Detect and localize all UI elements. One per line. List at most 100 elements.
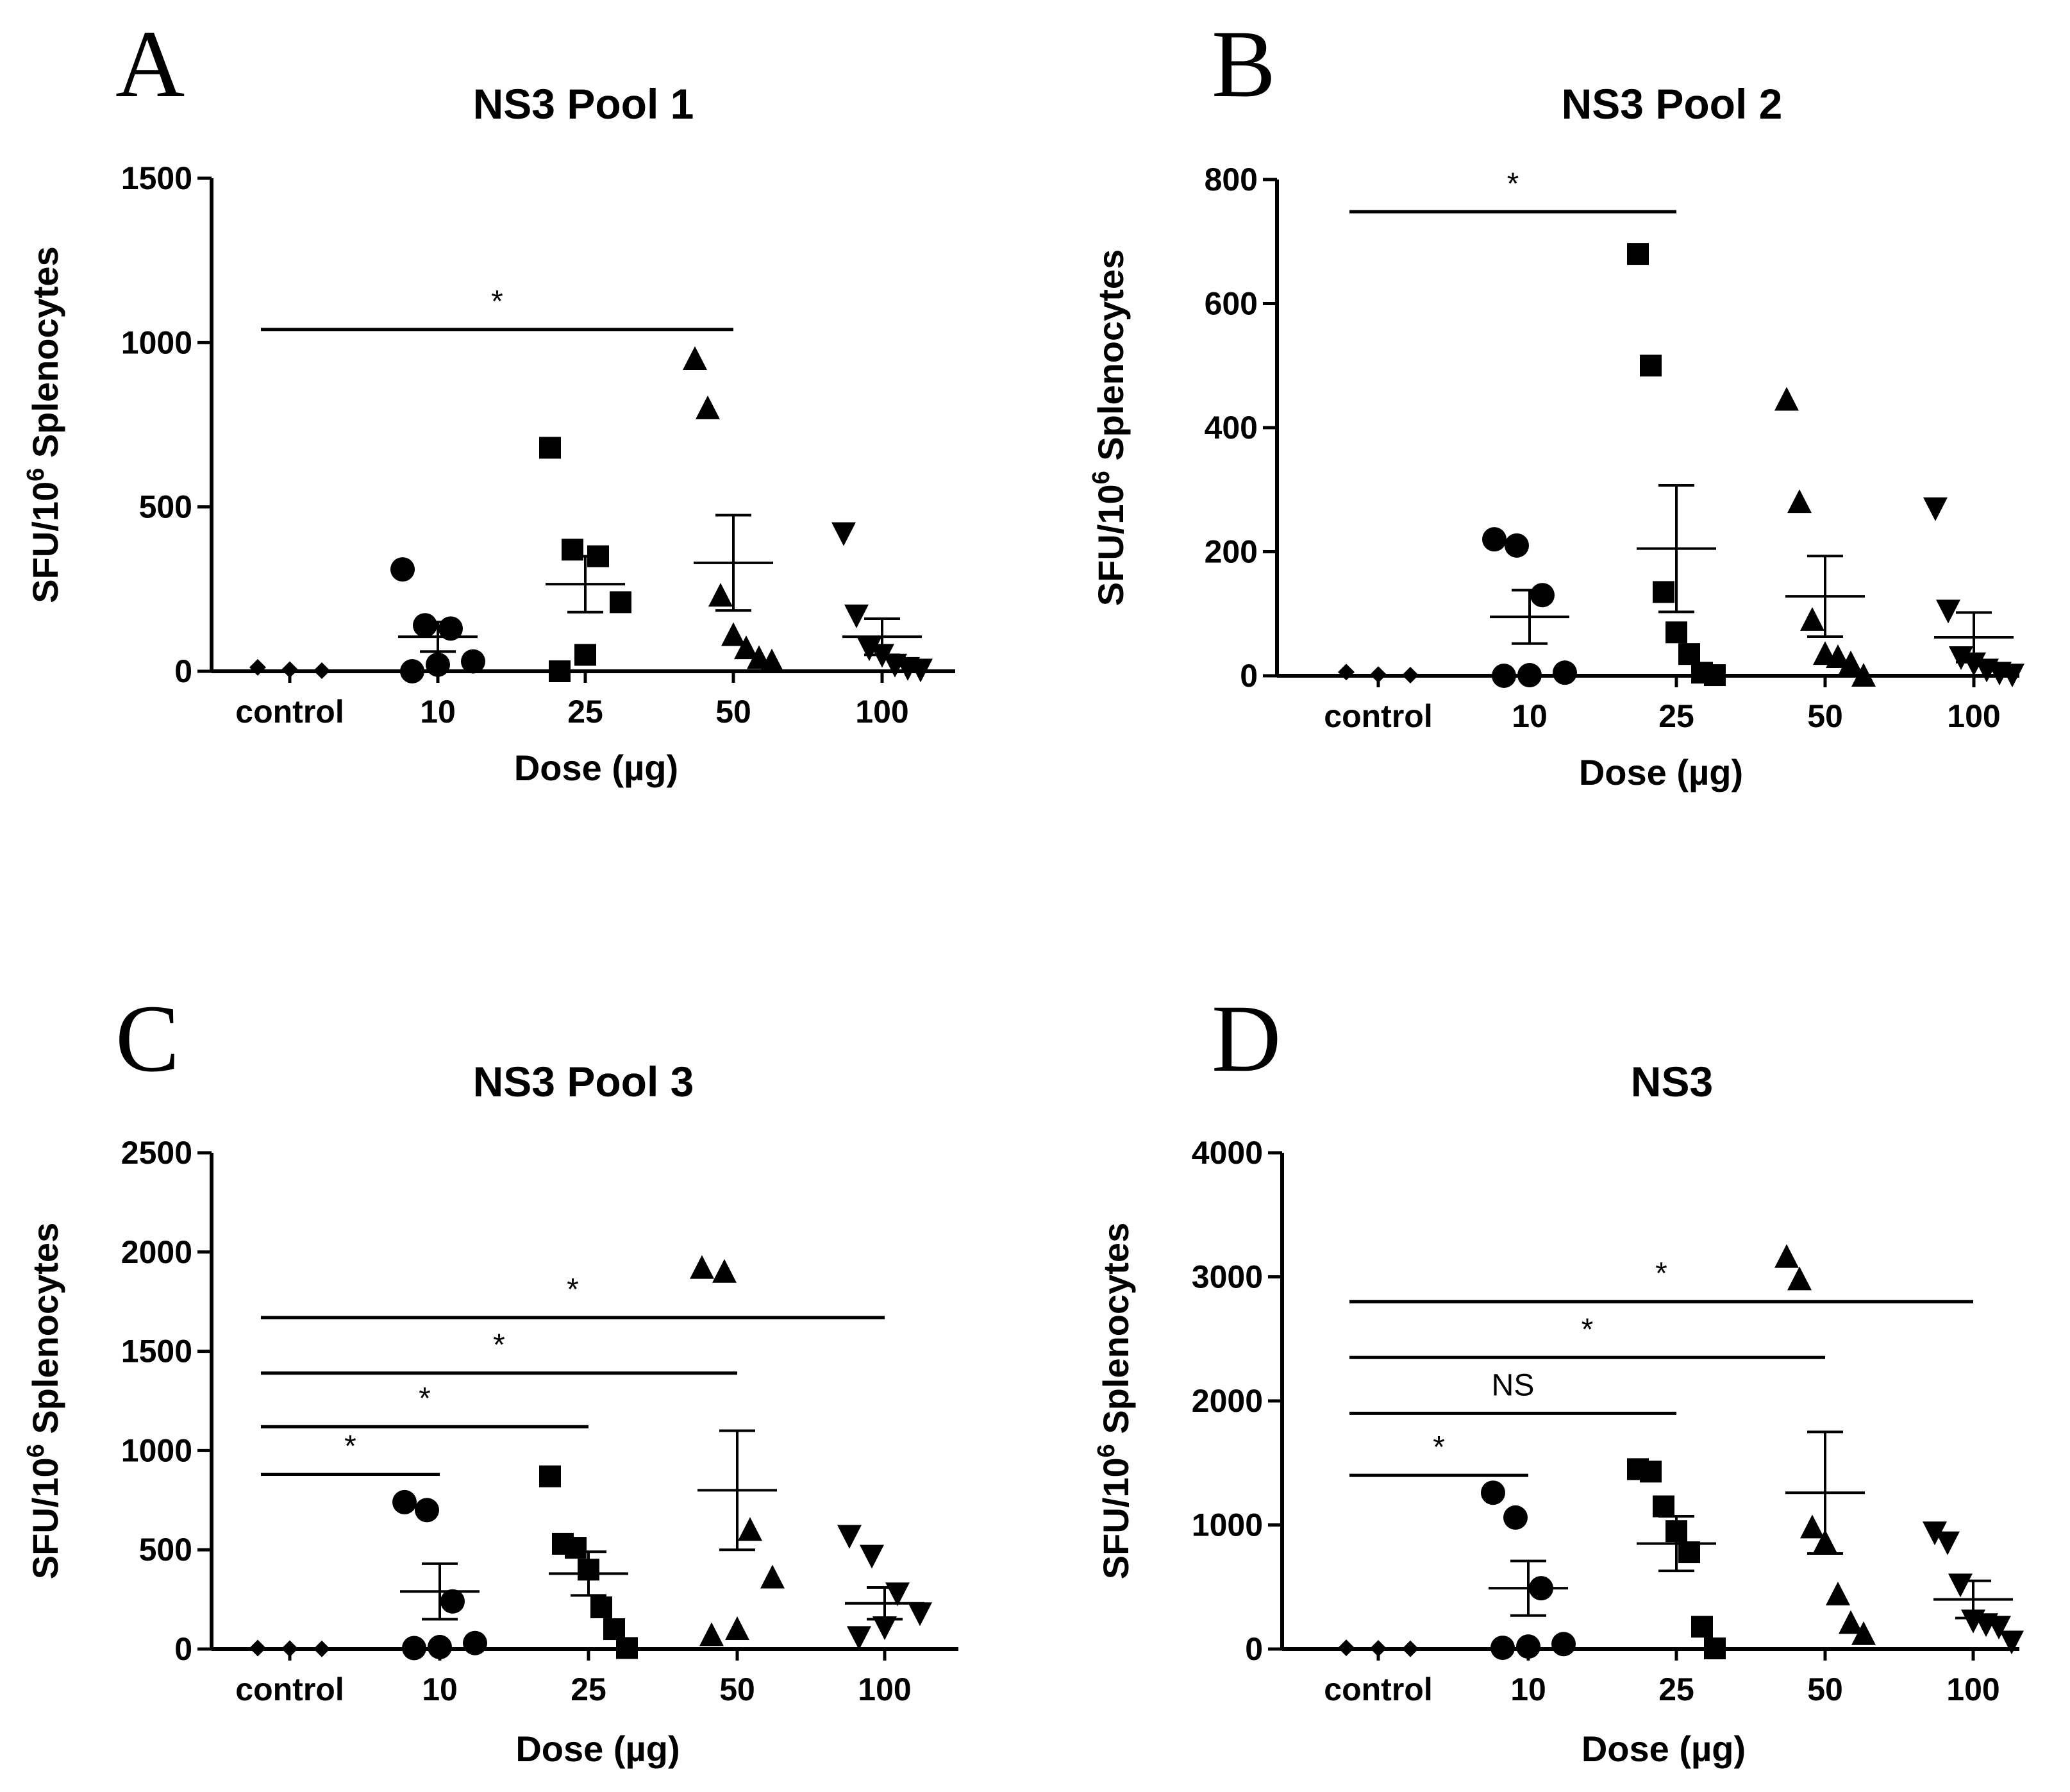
data-point-10 xyxy=(402,1636,426,1661)
y-axis-label-superscript: 6 xyxy=(22,1444,49,1457)
data-point-100 xyxy=(872,1616,897,1640)
data-point-25 xyxy=(1678,1541,1700,1564)
panel-letter: B xyxy=(1212,11,1276,117)
data-point-100 xyxy=(1948,1573,1973,1598)
data-point-100 xyxy=(1949,646,1973,670)
x-tick-label: 50 xyxy=(715,694,751,730)
y-axis-label-superscript: 6 xyxy=(1093,1444,1120,1457)
x-tick-label: 10 xyxy=(422,1671,458,1707)
data-point-50 xyxy=(760,648,784,673)
data-point-100 xyxy=(908,658,933,683)
data-point-10 xyxy=(413,613,437,638)
data-point-25 xyxy=(616,1637,638,1659)
y-tick-label: 1000 xyxy=(1192,1507,1263,1543)
x-axis-label: Dose (µg) xyxy=(1579,752,1743,792)
data-point-25 xyxy=(610,591,631,614)
x-tick-label: 25 xyxy=(1658,698,1694,734)
x-tick-label: 10 xyxy=(420,694,456,730)
data-point-control xyxy=(249,658,266,676)
x-tick-label: 50 xyxy=(1807,698,1843,734)
x-tick-label: 50 xyxy=(1807,1671,1843,1707)
panel-c: C NS3 Pool 3 0 500 1000 1500 2000 2500 control 10… xyxy=(22,985,958,1769)
data-point-100 xyxy=(831,522,856,546)
data-point-10 xyxy=(400,659,424,683)
data-point-10 xyxy=(1505,533,1529,558)
data-point-100 xyxy=(844,604,869,628)
y-axis-label: SFU/106 Splenocytes xyxy=(1093,1223,1136,1579)
y-tick-label: 400 xyxy=(1205,410,1258,446)
significance-label: * xyxy=(1655,1257,1667,1291)
x-axis-label: Dose (µg) xyxy=(1582,1729,1746,1769)
data-point-50 xyxy=(721,622,746,646)
data-point-50 xyxy=(734,635,758,660)
data-point-50 xyxy=(690,1255,714,1279)
x-tick-label: 10 xyxy=(1510,1671,1546,1707)
y-axis-label-tail: Splenocytes xyxy=(1096,1223,1136,1444)
data-point-25 xyxy=(1627,243,1649,265)
x-tick-label: control xyxy=(1324,1671,1432,1707)
data-point-50 xyxy=(1800,607,1824,631)
x-axis-label: Dose (µg) xyxy=(514,748,678,788)
y-axis-label: SFU/106 Splenocytes xyxy=(22,246,65,603)
data-point-10 xyxy=(1482,527,1507,552)
data-point-25 xyxy=(539,437,561,459)
y-tick-label: 4000 xyxy=(1192,1135,1263,1171)
data-point-100 xyxy=(847,1626,871,1650)
x-tick-label: 100 xyxy=(858,1671,911,1707)
y-axis-label-superscript: 6 xyxy=(1088,471,1115,484)
data-point-100 xyxy=(1923,497,1948,521)
panel-letter: C xyxy=(115,985,179,1092)
data-point-50 xyxy=(699,1622,724,1646)
y-axis-label-tail: Splenocytes xyxy=(25,246,65,467)
panel-letter: D xyxy=(1212,985,1281,1092)
y-axis-label-main: SFU/10 xyxy=(1090,484,1131,606)
data-point-control xyxy=(1338,1639,1355,1657)
chart-title: NS3 Pool 1 xyxy=(473,80,694,128)
y-axis-label: SFU/106 Splenocytes xyxy=(22,1223,65,1579)
data-point-50 xyxy=(712,1259,737,1283)
data-point-25 xyxy=(1678,643,1700,666)
data-point-25 xyxy=(1665,621,1687,644)
data-point-control xyxy=(313,662,330,679)
data-point-control xyxy=(1370,666,1387,683)
data-point-10 xyxy=(428,1634,452,1659)
data-point-25 xyxy=(549,660,571,682)
x-tick-label: 50 xyxy=(719,1671,755,1707)
significance-label: * xyxy=(1433,1430,1445,1464)
y-tick-label: 2000 xyxy=(121,1234,192,1270)
data-point-100 xyxy=(1987,1616,2011,1640)
chart-title: NS3 xyxy=(1631,1058,1713,1105)
data-point-25 xyxy=(539,1465,561,1487)
data-point-10 xyxy=(1516,1634,1540,1659)
data-point-50 xyxy=(683,346,707,370)
significance-label: * xyxy=(491,285,503,319)
data-point-25 xyxy=(1691,1616,1713,1638)
y-axis-label-tail: Splenocytes xyxy=(1090,249,1131,471)
y-axis-label-superscript: 6 xyxy=(22,468,49,481)
y-tick-label: 2500 xyxy=(121,1135,192,1171)
data-point-25 xyxy=(565,1537,587,1559)
significance-label: * xyxy=(493,1328,505,1362)
data-point-10 xyxy=(426,652,450,677)
data-point-100 xyxy=(860,1545,884,1569)
data-point-25 xyxy=(1704,1637,1726,1660)
y-tick-label: 0 xyxy=(174,1631,192,1667)
chart-title: NS3 Pool 2 xyxy=(1562,80,1783,128)
data-point-50 xyxy=(1851,663,1876,687)
data-point-10 xyxy=(1490,1636,1515,1661)
data-point-control xyxy=(1370,1640,1387,1657)
significance-label: * xyxy=(344,1430,356,1464)
data-point-50 xyxy=(1826,1581,1850,1605)
x-tick-label: 25 xyxy=(1658,1671,1694,1707)
x-tick-label: control xyxy=(235,694,344,730)
data-point-25 xyxy=(1640,355,1662,377)
data-point-control xyxy=(1338,664,1355,681)
x-tick-label: control xyxy=(1324,698,1432,734)
panel-d: D NS3 0 1000 2000 3000 4000 control 10 25 50 100 Dos… xyxy=(1093,985,2024,1769)
data-point-10 xyxy=(1551,1632,1576,1657)
panel-letter: A xyxy=(115,11,185,117)
data-point-25 xyxy=(590,1596,612,1618)
y-axis-label: SFU/106 Splenocytes xyxy=(1088,249,1131,606)
significance-label: * xyxy=(1507,167,1519,201)
